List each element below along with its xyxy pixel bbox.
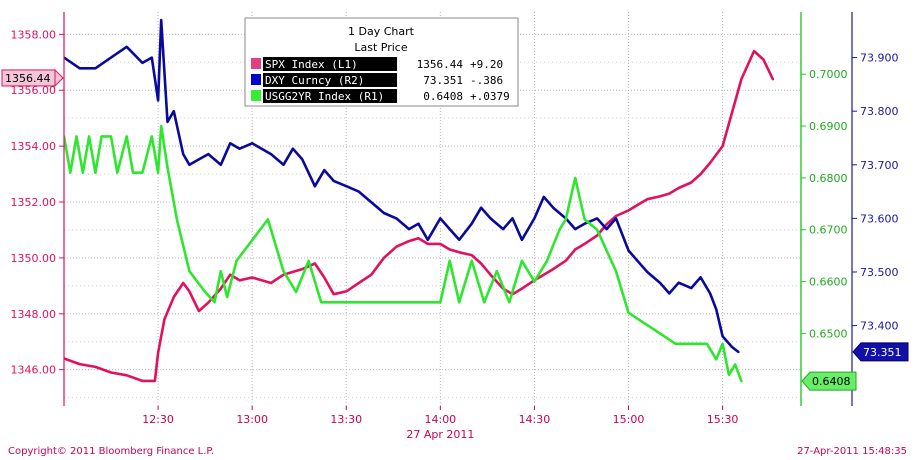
x-tick-label: 12:30 [142,413,174,426]
legend-name-bg [263,89,397,103]
axes: 12:30 13:00 13:30 14:00 14:30 15:00 15:30 27 Ap… [1,12,909,441]
x-tick-label: 15:00 [613,413,645,426]
right1-tick-label: 0.6900 [809,120,848,133]
legend-value: 1356.44 [417,58,464,71]
legend-entry: DXY Curncy (R2) 73.351 -.386 [251,73,503,87]
series-line-right2 [64,18,740,354]
legend-name: USGG2YR Index (R1) [265,90,384,103]
x-tick-label: 13:00 [236,413,268,426]
legend-swatch [251,90,261,101]
right1-tick-label: 0.6700 [809,224,848,237]
legend-title: 1 Day Chart [348,25,415,38]
timestamp-text: 27-Apr-2011 15:48:35 [797,446,907,457]
right1-tick-label: 0.6800 [809,172,848,185]
right1-last-value-text: 0.6408 [812,375,851,388]
legend-change: +9.20 [470,58,503,71]
x-tick-label: 14:00 [424,413,456,426]
left-tick-label: 1356.00 [11,84,57,97]
left-tick-label: 1350.00 [11,252,57,265]
right2-last-value-text: 73.351 [863,346,902,359]
left-tick-label: 1352.00 [11,196,57,209]
legend-change: +.0379 [470,90,510,103]
series-layer [64,18,775,383]
right2-tick-label: 73.600 [860,212,899,225]
left-tick-label: 1358.00 [11,28,57,41]
right1-tick-label: 0.6500 [809,327,848,340]
right1-tick-label: 0.6600 [809,276,848,289]
date-label: 27 Apr 2011 [406,428,474,441]
left-tick-label: 1346.00 [11,364,57,377]
left-last-value-text: 1356.44 [5,72,51,85]
copyright-text: Copyright© 2011 Bloomberg Finance L.P. [8,446,214,457]
x-tick-label: 15:30 [707,413,739,426]
left-tick-label: 1354.00 [11,140,57,153]
right2-tick-label: 73.800 [860,105,899,118]
left-last-value-tag: 1356.44 [1,68,64,88]
legend-name: SPX Index (L1) [265,58,358,71]
series-line-left [64,49,775,383]
right2-tick-label: 73.500 [860,266,899,279]
legend-entry: SPX Index (L1) 1356.44 +9.20 [251,57,503,71]
legend-value: 0.6408 [423,90,463,103]
legend-change: -.386 [470,74,503,87]
legend-subtitle: Last Price [354,41,407,54]
right1-last-value-tag: 0.6408 [801,371,857,391]
x-tick-label: 14:30 [519,413,551,426]
legend-value: 73.351 [423,74,463,87]
left-tick-label: 1348.00 [11,308,57,321]
right1-tick-label: 0.7000 [809,68,848,81]
series-line-right1 [64,124,743,383]
right2-tick-label: 73.400 [860,320,899,333]
legend-swatch [251,58,261,69]
right2-last-value-tag: 73.351 [852,342,909,362]
legend-name-bg [263,73,397,87]
legend-name-bg [263,57,397,71]
right2-tick-label: 73.700 [860,159,899,172]
legend: 1 Day Chart Last Price SPX Index (L1) 135… [244,17,519,107]
x-tick-label: 13:30 [330,413,362,426]
legend-name: DXY Curncy (R2) [265,74,364,87]
legend-entry: USGG2YR Index (R1) 0.6408 +.0379 [251,89,510,103]
legend-swatch [251,74,261,85]
right2-tick-label: 73.900 [860,52,899,65]
